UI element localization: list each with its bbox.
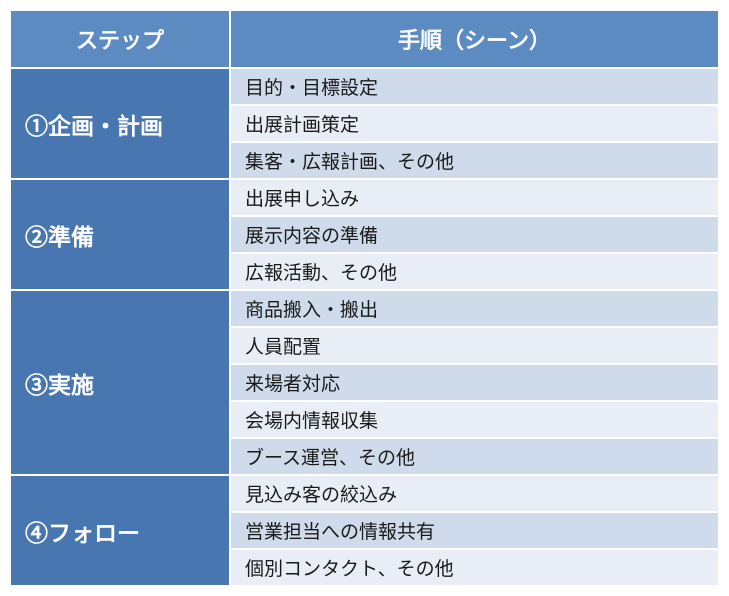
- procedure-item: 集客・広報計画、その他: [230, 142, 719, 179]
- procedure-item: 来場者対応: [230, 364, 719, 401]
- procedure-item: 目的・目標設定: [230, 68, 719, 105]
- procedure-item: 会場内情報収集: [230, 401, 719, 438]
- step-label: ④フォロー: [10, 475, 230, 586]
- step-row: ③実施 商品搬入・搬出 人員配置 来場者対応 会場内情報収集 ブース運営、その他: [10, 290, 719, 475]
- step-row: ②準備 出展申し込み 展示内容の準備 広報活動、その他: [10, 179, 719, 290]
- procedure-list: 見込み客の絞込み 営業担当への情報共有 個別コンタクト、その他: [230, 475, 719, 586]
- table-body: ①企画・計画 目的・目標設定 出展計画策定 集客・広報計画、その他 ②準備 出展…: [10, 68, 719, 586]
- step-label: ①企画・計画: [10, 68, 230, 179]
- procedure-item: 個別コンタクト、その他: [230, 549, 719, 586]
- process-table: ステップ 手順（シーン） ①企画・計画 目的・目標設定 出展計画策定 集客・広報…: [10, 10, 719, 586]
- step-row: ④フォロー 見込み客の絞込み 営業担当への情報共有 個別コンタクト、その他: [10, 475, 719, 586]
- table-header-row: ステップ 手順（シーン）: [10, 10, 719, 68]
- procedure-list: 商品搬入・搬出 人員配置 来場者対応 会場内情報収集 ブース運営、その他: [230, 290, 719, 475]
- procedure-item: 営業担当への情報共有: [230, 512, 719, 549]
- procedure-item: 広報活動、その他: [230, 253, 719, 290]
- step-label: ②準備: [10, 179, 230, 290]
- procedure-item: 展示内容の準備: [230, 216, 719, 253]
- step-label: ③実施: [10, 290, 230, 475]
- header-step: ステップ: [10, 10, 230, 68]
- procedure-item: 出展申し込み: [230, 179, 719, 216]
- procedure-item: 出展計画策定: [230, 105, 719, 142]
- procedure-item: 人員配置: [230, 327, 719, 364]
- procedure-list: 目的・目標設定 出展計画策定 集客・広報計画、その他: [230, 68, 719, 179]
- procedure-list: 出展申し込み 展示内容の準備 広報活動、その他: [230, 179, 719, 290]
- procedure-item: 商品搬入・搬出: [230, 290, 719, 327]
- procedure-item: ブース運営、その他: [230, 438, 719, 475]
- header-procedure: 手順（シーン）: [230, 10, 719, 68]
- procedure-item: 見込み客の絞込み: [230, 475, 719, 512]
- step-row: ①企画・計画 目的・目標設定 出展計画策定 集客・広報計画、その他: [10, 68, 719, 179]
